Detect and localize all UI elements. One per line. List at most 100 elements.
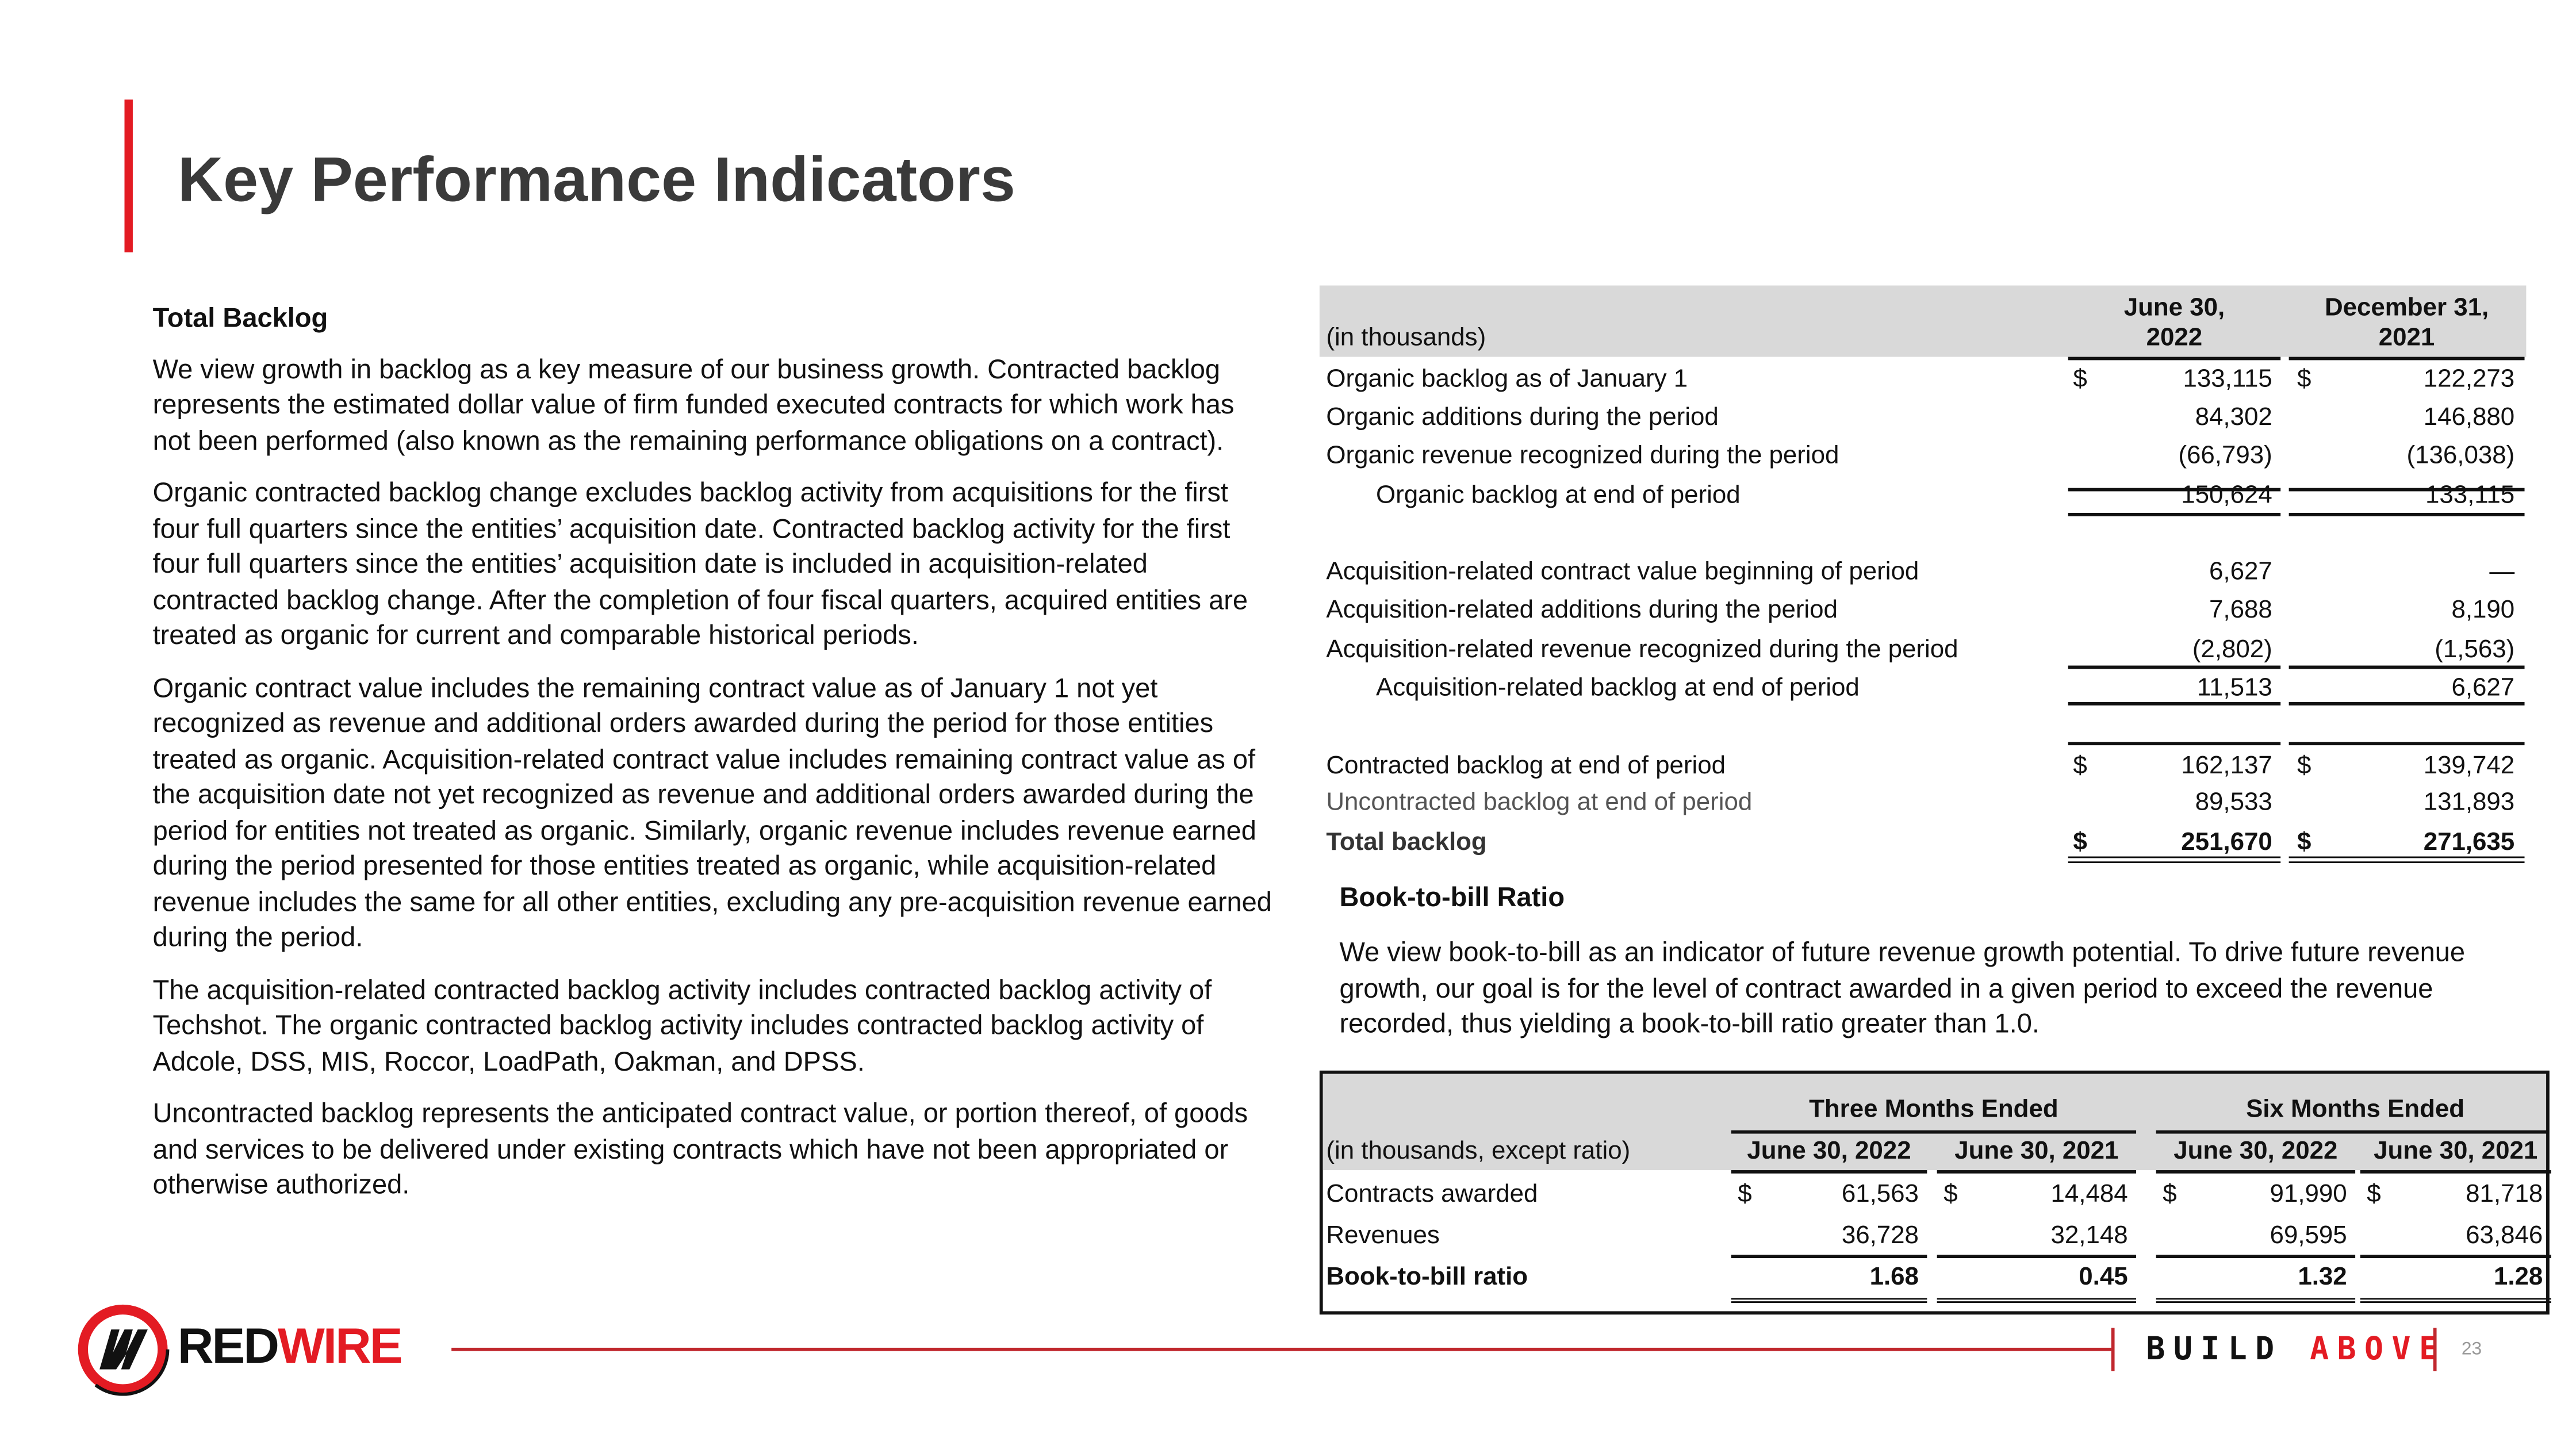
- table-cell-value: 8,190: [2451, 596, 2515, 624]
- paragraph: We view growth in backlog as a key measu…: [152, 354, 1235, 456]
- rule: [2360, 1170, 2551, 1174]
- group-header: Six Months Ended: [2246, 1095, 2465, 1124]
- footer-divider: [2111, 1328, 2114, 1371]
- currency-symbol: $: [1943, 1180, 1958, 1209]
- rule: [2068, 488, 2281, 492]
- paragraph: Uncontracted backlog represents the anti…: [152, 1098, 1248, 1201]
- rule: [1731, 1170, 1927, 1174]
- rule: [2156, 1170, 2356, 1174]
- table-cell-value: 150,624: [2181, 481, 2272, 510]
- book-to-bill-table-content: Three Months Ended Six Months Ended (in th…: [1320, 1071, 2551, 1314]
- logo-text-red-part: RED: [177, 1319, 279, 1375]
- table-cell-value: 7,688: [2209, 596, 2272, 624]
- rule: [2068, 856, 2281, 858]
- table-cell-value: 133,115: [2183, 365, 2272, 394]
- table-cell-value: 6,627: [2209, 557, 2272, 586]
- rule: [2156, 1130, 2548, 1134]
- table-cell-value: (1,563): [2435, 635, 2515, 664]
- rule: [1937, 1255, 2137, 1259]
- table-row-label: Total backlog: [1326, 828, 1487, 857]
- rule: [2068, 665, 2281, 669]
- table-cell-value: 69,595: [2270, 1221, 2347, 1250]
- footer-line: [451, 1347, 2111, 1351]
- table-cell-value: 146,880: [2423, 403, 2515, 432]
- column-header: June 30, 2022: [1747, 1137, 1911, 1166]
- rule: [2288, 665, 2525, 669]
- rule: [2360, 1301, 2551, 1303]
- tagline-above: ABOVE: [2310, 1331, 2447, 1368]
- paragraph: Organic contracted backlog change exclud…: [152, 478, 1248, 651]
- unit-label: (in thousands, except ratio): [1326, 1137, 1631, 1166]
- rule: [2068, 742, 2281, 746]
- book-to-bill-table: [1319, 1070, 2550, 1315]
- table-row-label: Acquisition-related revenue recognized d…: [1326, 635, 1958, 664]
- column-header: June 30, 2022: [2174, 1137, 2338, 1166]
- rule: [2288, 702, 2525, 706]
- table-row-label: Acquisition-related additions during the…: [1326, 596, 1838, 624]
- redwire-logo: REDWIRE: [75, 1302, 423, 1396]
- table-row-label: Contracts awarded: [1326, 1180, 1538, 1209]
- paragraph: The acquisition-related contracted backl…: [152, 975, 1212, 1076]
- currency-symbol: $: [2073, 752, 2087, 780]
- tagline: BUILD ABOVE: [2146, 1331, 2446, 1368]
- currency-symbol: $: [1738, 1180, 1752, 1209]
- table-cell-value: 84,302: [2195, 403, 2272, 432]
- table-cell-value: 32,148: [2050, 1221, 2128, 1250]
- rule: [2068, 861, 2281, 864]
- rule: [2156, 1301, 2356, 1303]
- table-header-bg: [1322, 1074, 2547, 1171]
- column-header: June 30, 2021: [2374, 1137, 2538, 1166]
- currency-symbol: $: [2297, 365, 2312, 394]
- table-row-label: Contracted backlog at end of period: [1326, 752, 1726, 780]
- table-row-label: Organic backlog as of January 1: [1326, 365, 1688, 394]
- redwire-logo-mark-icon: [76, 1302, 170, 1396]
- book-to-bill-heading: Book-to-bill Ratio: [1339, 883, 1565, 913]
- rule: [2156, 1255, 2356, 1259]
- table-cell-value: 131,893: [2423, 788, 2515, 817]
- table-cell-value: 91,990: [2270, 1180, 2347, 1209]
- column-header: June 30, 2021: [1954, 1137, 2119, 1166]
- table-row-label: Organic backlog at end of period: [1375, 481, 1741, 510]
- rule: [2288, 856, 2525, 858]
- table-cell-value: 1.28: [2493, 1263, 2543, 1291]
- page-title: Key Performance Indicators: [177, 146, 1015, 216]
- rule: [2156, 1298, 2356, 1300]
- total-backlog-section: Total Backlog We view growth in backlog …: [153, 302, 1273, 1221]
- column-header-line1: December 31,: [2324, 293, 2489, 323]
- rule: [1937, 1301, 2137, 1303]
- table-cell-value: (136,038): [2406, 441, 2515, 470]
- rule: [2068, 356, 2281, 361]
- table-cell-value: 63,846: [2466, 1221, 2543, 1250]
- column-header-line2: 2022: [2146, 323, 2203, 352]
- rule: [2288, 488, 2525, 492]
- currency-symbol: $: [2297, 752, 2312, 780]
- section-heading: Total Backlog: [152, 304, 328, 334]
- table-cell-value: —: [2489, 557, 2515, 586]
- table-cell-value: 0.45: [2079, 1263, 2128, 1291]
- table-row-label: Organic additions during the period: [1326, 403, 1719, 432]
- table-cell-value: 89,533: [2195, 788, 2272, 817]
- rule: [1937, 1170, 2137, 1174]
- table-cell-value: 139,742: [2423, 752, 2515, 780]
- table-header-bg: [1319, 285, 2527, 357]
- column-header-line2: 2021: [2378, 323, 2435, 352]
- table-cell-value: (2,802): [2192, 635, 2272, 664]
- rule: [1731, 1298, 1927, 1300]
- backlog-table: (in thousands) June 30, 2022 December 31, 20…: [1319, 285, 2527, 866]
- rule: [2068, 702, 2281, 706]
- table-cell-value: 271,635: [2423, 828, 2515, 857]
- table-cell-value: 251,670: [2181, 828, 2272, 857]
- table-cell-value: 36,728: [1841, 1221, 1919, 1250]
- table-row-label: Acquisition-related backlog at end of pe…: [1375, 673, 1860, 703]
- title-accent-bar: [124, 99, 133, 252]
- rule: [2068, 512, 2281, 516]
- group-header: Three Months Ended: [1809, 1095, 2058, 1124]
- rule: [2288, 861, 2525, 864]
- rule: [2288, 742, 2525, 746]
- footer-divider: [2433, 1328, 2436, 1371]
- rule: [1731, 1301, 1927, 1303]
- table-cell-value: 6,627: [2451, 673, 2515, 703]
- table-cell-value: (66,793): [2178, 441, 2272, 470]
- page-number: 23: [2461, 1339, 2482, 1360]
